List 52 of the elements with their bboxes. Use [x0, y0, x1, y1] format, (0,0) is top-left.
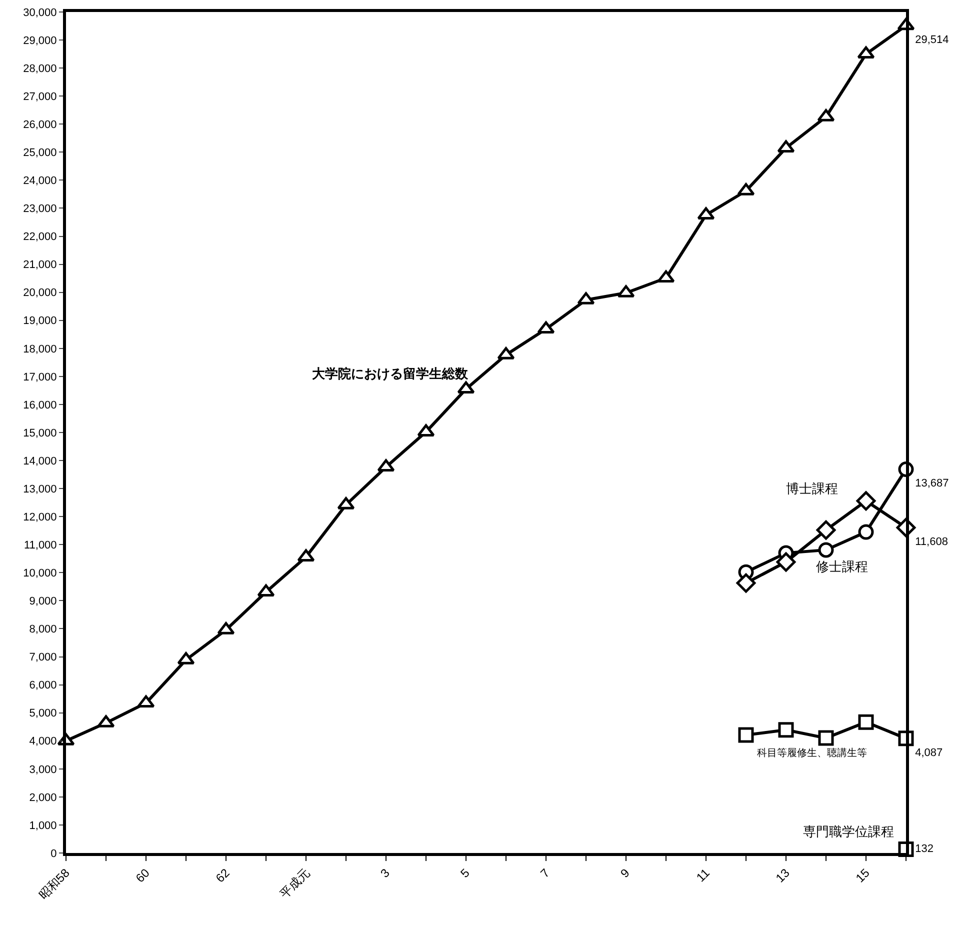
y-tick-label: 21,000 — [23, 259, 57, 272]
data-label: 29,514 — [915, 34, 949, 46]
y-tick-label: 13,000 — [23, 483, 57, 496]
y-tick-label: 23,000 — [23, 203, 57, 216]
x-tick-label: 11 — [694, 866, 713, 885]
x-tick-label: 昭和58 — [36, 866, 73, 902]
y-tick-label: 30,000 — [23, 6, 57, 19]
x-tick-label: 62 — [213, 866, 233, 886]
y-tick-label: 5,000 — [29, 708, 57, 720]
data-label: 4,087 — [915, 746, 943, 759]
y-tick-label: 6,000 — [29, 680, 57, 692]
y-tick-label: 14,000 — [23, 455, 57, 468]
y-tick-label: 3,000 — [29, 764, 57, 776]
data-label: 132 — [915, 843, 934, 856]
x-tick-label: 5 — [458, 866, 473, 880]
y-tick-label: 26,000 — [23, 118, 57, 131]
data-label: 13,687 — [915, 478, 949, 490]
x-tick-label: 平成元 — [277, 866, 312, 902]
y-tick-label: 7,000 — [29, 652, 57, 664]
x-tick-label: 3 — [378, 866, 393, 880]
y-tick-label: 24,000 — [23, 175, 57, 188]
y-tick-label: 12,000 — [23, 511, 57, 524]
x-tick-label: 13 — [773, 866, 793, 886]
y-tick-label: 10,000 — [23, 568, 57, 580]
y-tick-label: 11,000 — [24, 539, 57, 552]
y-tick-label: 2,000 — [29, 792, 57, 804]
series-label: 大学院における留学生総数 — [312, 366, 469, 381]
x-tick-label: 9 — [618, 866, 633, 880]
y-tick-label: 28,000 — [23, 62, 57, 75]
y-tick-label: 18,000 — [23, 343, 57, 356]
series-label: 博士課程 — [786, 481, 838, 496]
y-tick-label: 9,000 — [29, 596, 57, 608]
y-tick-label: 17,000 — [23, 371, 57, 384]
y-tick-label: 29,000 — [23, 34, 57, 47]
y-tick-label: 25,000 — [23, 147, 57, 160]
y-tick-label: 16,000 — [23, 399, 57, 412]
y-tick-label: 0 — [50, 848, 57, 860]
series-label: 修士課程 — [816, 559, 868, 574]
series-label: 科目等履修生、聴講生等 — [757, 747, 867, 759]
x-tick-label: 7 — [538, 866, 553, 880]
y-tick-label: 19,000 — [23, 315, 57, 328]
x-tick-label: 60 — [133, 866, 153, 886]
y-tick-label: 1,000 — [29, 820, 57, 832]
y-tick-label: 4,000 — [29, 736, 57, 748]
data-label: 11,608 — [915, 536, 948, 548]
x-tick-label: 15 — [853, 866, 873, 886]
y-tick-label: 22,000 — [23, 231, 57, 244]
y-tick-label: 15,000 — [23, 427, 57, 440]
series-label: 専門職学位課程 — [803, 824, 894, 839]
y-tick-label: 20,000 — [23, 287, 57, 300]
y-tick-label: 27,000 — [23, 90, 57, 103]
y-tick-label: 8,000 — [29, 624, 57, 636]
